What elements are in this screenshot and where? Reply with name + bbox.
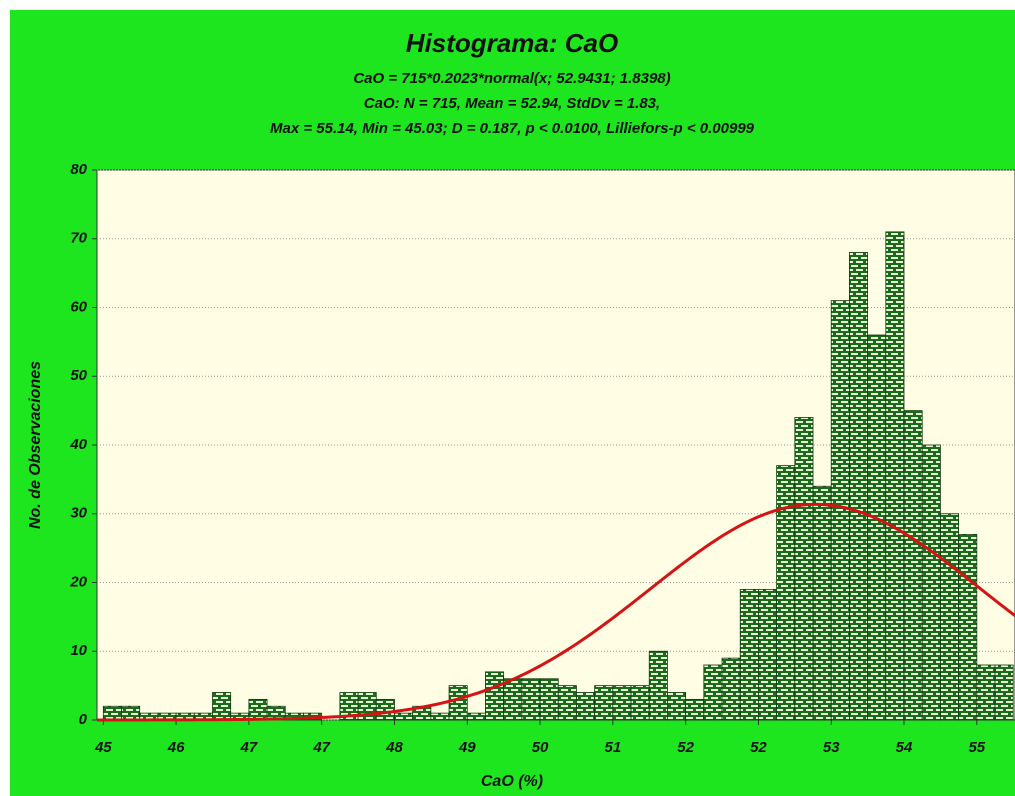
x-tick-label: 46 xyxy=(167,739,185,756)
bar xyxy=(940,513,960,721)
bar xyxy=(102,705,122,721)
bar xyxy=(976,664,996,721)
y-tick-label: 40 xyxy=(69,436,87,453)
chart-title: Histograma: CaO xyxy=(406,28,618,58)
bar xyxy=(539,678,559,721)
bar xyxy=(485,671,505,721)
y-tick-label: 20 xyxy=(69,573,87,590)
bar xyxy=(576,692,596,721)
bar xyxy=(685,698,705,721)
x-tick-label: 52 xyxy=(750,739,767,756)
bar xyxy=(994,664,1014,721)
bar xyxy=(849,252,869,721)
y-tick-label: 60 xyxy=(70,298,87,315)
y-tick-label: 30 xyxy=(70,505,87,522)
bar xyxy=(121,705,141,721)
y-tick-label: 70 xyxy=(70,230,87,247)
x-tick-label: 47 xyxy=(240,739,258,756)
bar xyxy=(830,300,850,721)
bar xyxy=(867,334,887,721)
bar xyxy=(885,231,905,721)
bar xyxy=(812,485,832,721)
x-tick-label: 51 xyxy=(605,739,622,756)
x-tick-label: 48 xyxy=(385,739,403,756)
x-tick-label: 49 xyxy=(458,739,476,756)
y-tick-label: 10 xyxy=(70,642,87,659)
bar xyxy=(776,465,796,721)
bar xyxy=(721,657,741,721)
bar xyxy=(630,685,650,721)
subtitle: Max = 55.14, Min = 45.03; D = 0.187, p <… xyxy=(270,120,755,137)
bar xyxy=(448,685,468,721)
bar xyxy=(739,588,759,721)
bar xyxy=(648,650,668,721)
bar xyxy=(794,417,814,721)
y-axis-label: No. de Observaciones xyxy=(27,361,44,529)
x-tick-label: 53 xyxy=(823,739,840,756)
y-tick-label: 50 xyxy=(70,367,87,384)
bar xyxy=(430,712,450,721)
fit-curve xyxy=(97,502,1015,722)
bar xyxy=(958,533,978,721)
x-tick-label: 55 xyxy=(968,739,985,756)
subtitle: CaO: N = 715, Mean = 52.94, StdDv = 1.83… xyxy=(364,95,660,112)
bar xyxy=(921,444,941,721)
bar xyxy=(557,685,577,721)
x-tick-label: 45 xyxy=(94,739,112,756)
bar xyxy=(394,712,414,721)
x-tick-label: 50 xyxy=(532,739,549,756)
bar xyxy=(466,712,486,721)
bar xyxy=(594,685,614,721)
y-tick-label: 0 xyxy=(79,711,88,728)
x-axis-label: CaO (%) xyxy=(481,773,543,790)
bar xyxy=(612,685,632,721)
bar xyxy=(667,692,687,721)
bar xyxy=(903,410,923,721)
x-tick-label: 54 xyxy=(896,739,913,756)
y-tick-label: 80 xyxy=(70,161,87,178)
bar xyxy=(758,588,778,721)
x-tick-label: 47 xyxy=(312,739,330,756)
bar xyxy=(375,698,395,721)
bar xyxy=(503,678,523,721)
subtitle: CaO = 715*0.2023*normal(x; 52.9431; 1.83… xyxy=(353,70,670,87)
bar xyxy=(521,678,541,721)
bar xyxy=(248,698,268,721)
x-tick-label: 52 xyxy=(677,739,694,756)
bar xyxy=(703,664,723,721)
bar xyxy=(212,692,232,721)
